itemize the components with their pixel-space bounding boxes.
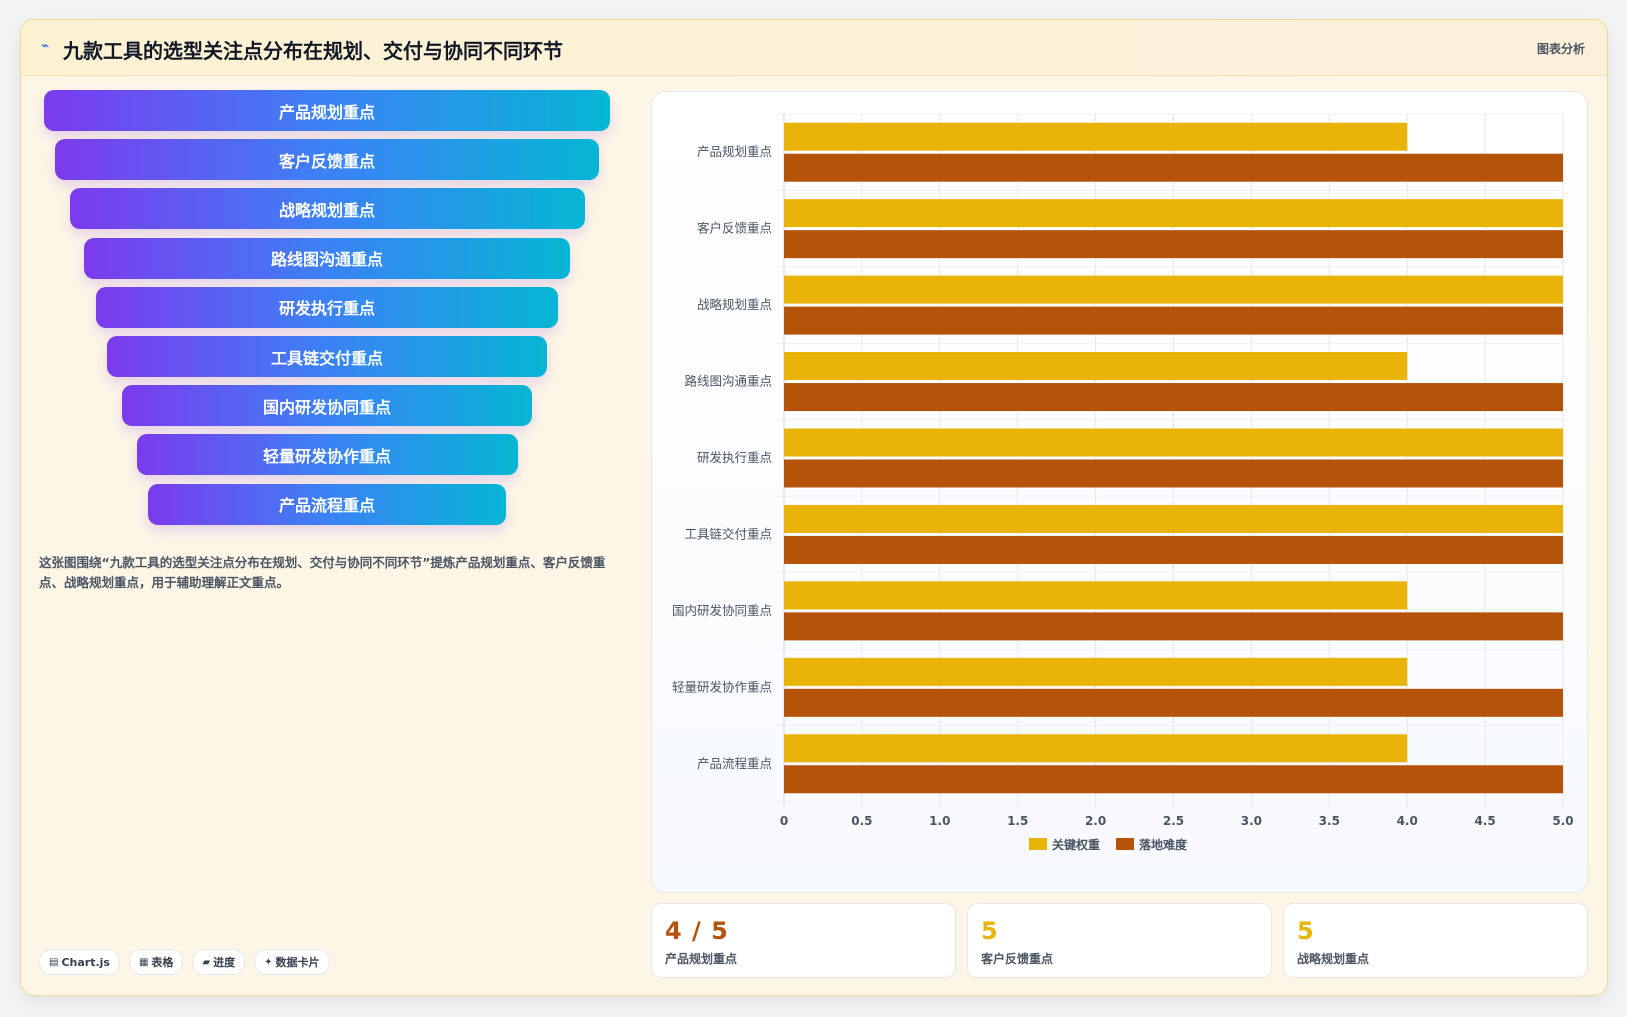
chip-progress[interactable]: ▰ 进度: [192, 949, 246, 975]
bar-chart-card: 0 0.5 1.0 1.5 2.0 2.5 3.0 3.5 4.0 4.5 5.0 产品规划重点 客户反…: [651, 91, 1588, 893]
y-tick-label: 客户反馈重点: [697, 221, 772, 236]
header-tag: 图表分析: [1536, 42, 1585, 56]
x-tick-label: 4.0: [1397, 814, 1418, 828]
x-tick-label: 5.0: [1552, 814, 1573, 828]
bar: [784, 122, 1408, 151]
stat-label: 战略规划重点: [1297, 952, 1370, 966]
bar: [784, 612, 1563, 641]
chip-label: 数据卡片: [275, 956, 320, 969]
y-tick-label: 工具链交付重点: [684, 526, 772, 541]
stat-value: 5: [981, 917, 999, 945]
y-tick-label: 国内研发协同重点: [672, 603, 772, 618]
bar: [784, 581, 1408, 610]
funnel-stage: 轻量研发协作重点: [136, 434, 518, 476]
progress-icon: ▰: [202, 956, 211, 968]
stat-value: 4 / 5: [665, 917, 729, 945]
page-title: 九款工具的选型关注点分布在规划、交付与协同不同环节: [63, 39, 563, 63]
funnel-stage: 战略规划重点: [69, 188, 585, 230]
table-icon: ▦: [138, 956, 149, 968]
y-tick-label: 产品规划重点: [697, 144, 772, 159]
bar: [784, 199, 1563, 228]
x-tick-label: 1.0: [929, 814, 950, 828]
bar: [784, 765, 1563, 794]
y-tick-label: 轻量研发协作重点: [672, 679, 772, 694]
stat-card: 5 客户反馈重点: [967, 903, 1272, 978]
x-tick-label: 2.0: [1085, 814, 1106, 828]
y-tick-label: 研发执行重点: [697, 450, 772, 465]
stat-card: 5 战略规划重点: [1283, 903, 1588, 978]
x-tick-label: 3.5: [1319, 814, 1340, 828]
funnel-stage: 工具链交付重点: [107, 336, 547, 377]
funnel-stage: 客户反馈重点: [55, 139, 599, 181]
x-tick-label: 1.5: [1007, 814, 1028, 828]
x-tick-label: 4.5: [1474, 814, 1495, 828]
chip-table[interactable]: ▦ 表格: [128, 949, 184, 975]
chip-chart[interactable]: ▤ Chart.js: [39, 949, 120, 975]
stat-label: 产品规划重点: [665, 952, 738, 966]
funnel-stage: 产品规划重点: [44, 90, 610, 131]
bar: [784, 657, 1408, 686]
bar: [784, 459, 1563, 488]
y-tick-label: 战略规划重点: [697, 297, 772, 312]
legend-label: 关键权重: [1052, 837, 1100, 852]
y-tick-label: 路线图沟通重点: [684, 374, 772, 389]
stat-value: 5: [1297, 917, 1315, 945]
funnel-stage: 国内研发协同重点: [122, 385, 532, 427]
chart-icon: ▤: [49, 956, 59, 968]
header: ⌁ 九款工具的选型关注点分布在规划、交付与协同不同环节 图表分析: [21, 20, 1607, 76]
chip-row: ▤ Chart.js ▦ 表格 ▰ 进度 ✦ 数据卡片: [39, 949, 330, 975]
funnel-stage: 产品流程重点: [148, 483, 506, 525]
bar: [784, 275, 1563, 304]
x-tick-label: 2.5: [1163, 814, 1184, 828]
bar: [784, 153, 1563, 182]
x-tick-label: 0.5: [851, 814, 872, 828]
bar: [784, 688, 1563, 717]
chip-data-card[interactable]: ✦ 数据卡片: [254, 949, 330, 975]
y-tick-label: 产品流程重点: [697, 756, 772, 771]
x-tick-label: 0: [780, 814, 788, 828]
chip-label: 进度: [213, 956, 236, 969]
bar: [784, 306, 1563, 335]
bar: [784, 428, 1563, 457]
x-tick-label: 3.0: [1241, 814, 1262, 828]
chart-description: 这张图围绕“九款工具的选型关注点分布在规划、交付与协同不同环节”提炼产品规划重点…: [39, 555, 606, 590]
bar: [784, 504, 1563, 533]
funnel-stage: 研发执行重点: [96, 286, 558, 328]
bar: [784, 230, 1563, 259]
chart-line-icon: ⌁: [41, 38, 50, 54]
stat-label: 客户反馈重点: [981, 952, 1054, 966]
chip-label: 表格: [151, 956, 174, 969]
chip-label: Chart.js: [61, 955, 110, 969]
bar: [784, 535, 1563, 564]
legend-swatch: [1029, 838, 1047, 850]
bar-chart: 0 0.5 1.0 1.5 2.0 2.5 3.0 3.5 4.0 4.5 5.0 产品规划重点客户反…: [672, 113, 1574, 852]
funnel-chart: 产品规划重点 客户反馈重点 战略规划重点 路线图沟通重点 研发执行重点 工具链交付重点 国内…: [21, 90, 633, 530]
data-card-icon: ✦: [264, 956, 273, 968]
legend-label: 落地难度: [1139, 837, 1188, 852]
funnel-stage: 路线图沟通重点: [84, 237, 570, 279]
bar: [784, 383, 1563, 412]
bar: [784, 352, 1408, 381]
bar: [784, 734, 1408, 763]
stat-card: 4 / 5 产品规划重点: [651, 903, 956, 978]
legend-swatch: [1116, 838, 1134, 850]
